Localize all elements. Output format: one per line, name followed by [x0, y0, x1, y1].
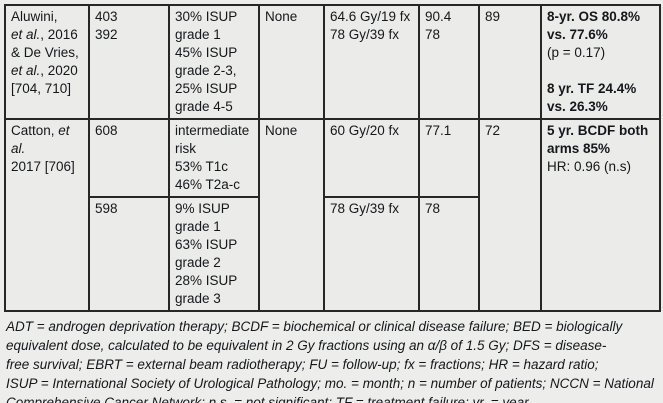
- et-al-text: et al.: [11, 123, 70, 156]
- author-name: & De Vries,: [11, 45, 79, 60]
- risk-group-cell: 9% ISUP grade 1 63% ISUP grade 2 28% ISU…: [168, 196, 260, 312]
- bed-cell: 77.1: [418, 118, 480, 198]
- dose-fractionation-cell: 64.6 Gy/19 fx 78 Gy/39 fx: [323, 4, 420, 120]
- outcome-pvalue: (p = 0.17): [547, 45, 606, 60]
- author-name: Catton,: [11, 123, 59, 138]
- n-patients-cell: 598: [88, 196, 170, 312]
- et-al-text: et al.: [11, 63, 41, 78]
- author-year: , 2020: [40, 63, 78, 78]
- table-row-aluwini: Aluwini, et al., 2016 & De Vries, et al.…: [4, 4, 661, 120]
- outcome-cell: 8-yr. OS 80.8% vs. 77.6% (p = 0.17) 8 yr…: [540, 4, 661, 120]
- author-year: 2017 [706]: [11, 159, 75, 174]
- bed-cell: 78: [418, 196, 480, 312]
- reference-numbers: [704, 710]: [11, 81, 72, 96]
- followup-cell: 89: [478, 4, 542, 120]
- dose-fractionation-cell: 60 Gy/20 fx: [323, 118, 420, 198]
- outcome-primary: 8-yr. OS 80.8% vs. 77.6%: [547, 9, 641, 42]
- adt-cell: None: [258, 4, 325, 120]
- followup-cell: 72: [478, 118, 542, 312]
- bed-cell: 90.4 78: [418, 4, 480, 120]
- n-patients-cell: 608: [88, 118, 170, 198]
- risk-group-cell: intermediate risk 53% T1c 46% T2a-c: [168, 118, 260, 198]
- outcome-primary: 5 yr. BCDF both arms 85%: [547, 123, 649, 156]
- abbreviations-footnote: ADT = androgen deprivation therapy; BCDF…: [6, 319, 654, 403]
- trial-results-table: Aluwini, et al., 2016 & De Vries, et al.…: [4, 4, 661, 312]
- outcome-hazard-ratio: HR: 0.96 (n.s): [547, 159, 632, 174]
- outcome-secondary: 8 yr. TF 24.4% vs. 26.3%: [547, 81, 637, 114]
- table-row-catton-arm1: Catton, et al. 2017 [706] 608 intermedia…: [4, 118, 661, 312]
- author-name: Aluwini,: [11, 9, 58, 24]
- author-year: , 2016: [40, 27, 78, 42]
- outcome-cell: 5 yr. BCDF both arms 85% HR: 0.96 (n.s): [540, 118, 661, 312]
- study-authors-cell: Aluwini, et al., 2016 & De Vries, et al.…: [4, 4, 90, 120]
- study-authors-cell: Catton, et al. 2017 [706]: [4, 118, 90, 312]
- table-row-catton-arm2: 598 9% ISUP grade 1 63% ISUP grade 2 28%…: [5, 196, 660, 312]
- risk-group-cell: 30% ISUP grade 1 45% ISUP grade 2-3, 25%…: [168, 4, 260, 120]
- et-al-text: et al.: [11, 27, 41, 42]
- adt-cell: None: [258, 118, 325, 312]
- dose-fractionation-cell: 78 Gy/39 fx: [323, 196, 420, 312]
- n-patients-cell: 403 392: [88, 4, 170, 120]
